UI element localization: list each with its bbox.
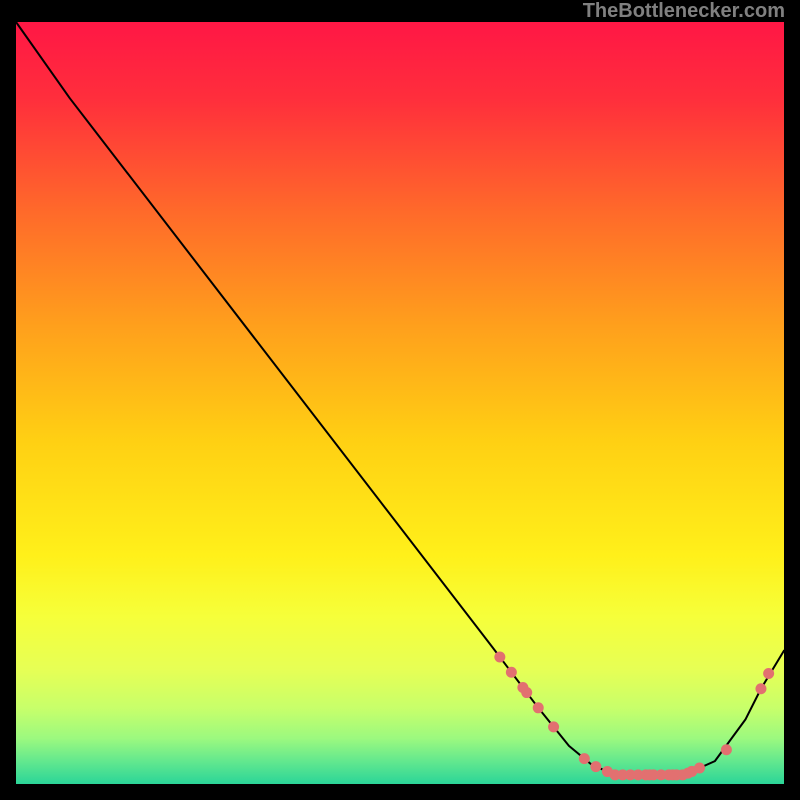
- chart-svg: [16, 22, 784, 784]
- marker: [533, 702, 544, 713]
- marker: [579, 753, 590, 764]
- marker: [494, 652, 505, 663]
- marker: [590, 761, 601, 772]
- marker: [721, 744, 732, 755]
- marker: [521, 687, 532, 698]
- marker: [506, 667, 517, 678]
- attribution-text: TheBottlenecker.com: [583, 0, 785, 23]
- stage: TheBottlenecker.com: [0, 0, 800, 800]
- marker: [763, 668, 774, 679]
- main-curve: [16, 22, 784, 775]
- marker: [548, 721, 559, 732]
- marker: [694, 762, 705, 773]
- data-markers: [494, 652, 774, 781]
- marker: [755, 683, 766, 694]
- plot-area: [16, 22, 784, 784]
